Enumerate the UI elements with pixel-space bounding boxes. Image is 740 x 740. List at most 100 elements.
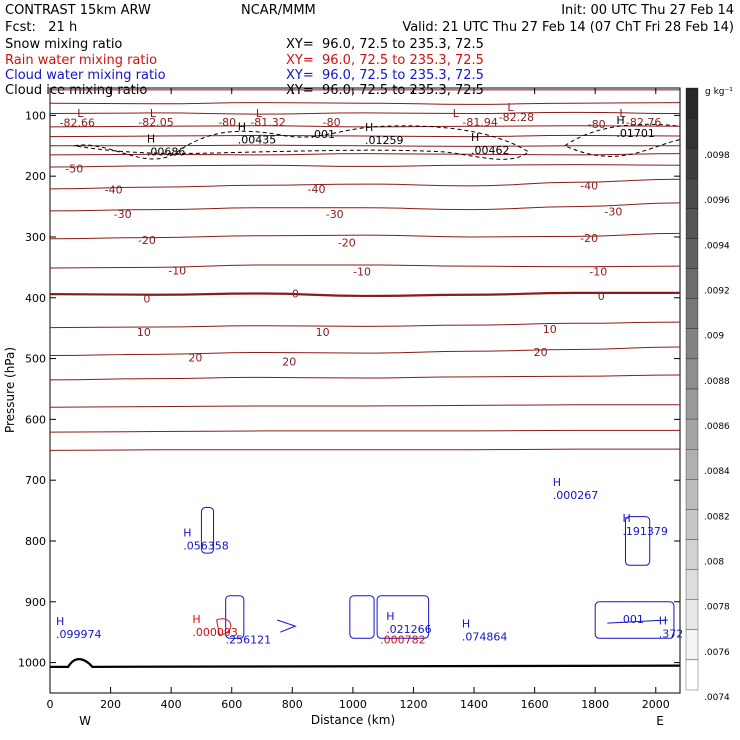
low-marker-3: L (453, 107, 460, 120)
contour-label-24: 0 (598, 290, 605, 303)
colorbar-label-11: .0076 (704, 648, 730, 658)
y-tick-label-900: 900 (25, 596, 46, 609)
cloud-water-max-H-8: H (659, 615, 667, 628)
colorbar-swatch-7 (685, 298, 699, 329)
colorbar-label-7: .0084 (704, 467, 730, 477)
colorbar-label-8: .0082 (704, 512, 730, 522)
y-tick-label-600: 600 (25, 413, 46, 426)
contour-label-4: -82.28 (499, 111, 534, 124)
colorbar-swatch-1 (685, 117, 699, 149)
axes: 0 200 400 600 800 1000 1200 1400 1600 1800 2000100… (18, 88, 680, 711)
snow-outline-east (563, 123, 681, 157)
temperature-contour-12 (49, 291, 680, 298)
colorbar-label-10: .0078 (704, 603, 730, 613)
colorbar-swatch-3 (685, 178, 699, 209)
colorbar-swatch-6 (685, 268, 699, 299)
x-tick-label-0: 0 (47, 698, 54, 711)
temperature-contour-17 (49, 429, 680, 433)
temperature-contour-16 (49, 404, 680, 408)
legend-cloudwater-xy: XY= 96.0, 72.5 to 235.3, 72.5 (286, 68, 484, 83)
low-marker-1: L (150, 107, 157, 120)
cloud-water-max-value-6: .191379 (622, 525, 668, 538)
cloud-water-max-value-0: .056358 (183, 539, 229, 552)
rain-water-max-value-0: .000093 (192, 626, 238, 639)
snow-max-H-3: H (365, 121, 373, 134)
legend-cloudwater-name: Cloud water mixing ratio (5, 68, 166, 83)
center-label: NCAR/MMM (241, 3, 316, 18)
colorbar-swatch-17 (685, 599, 699, 630)
contour-label-14: -30 (326, 208, 344, 221)
snow-max-value-5: .01701 (616, 127, 655, 140)
colorbar-label-3: .0092 (704, 287, 730, 297)
contour-label-21: -10 (589, 266, 607, 279)
cloud-water-max-value-1: .099974 (56, 628, 102, 641)
temperature-contour-7 (49, 164, 681, 168)
contour-label-20: -10 (353, 266, 371, 279)
y-tick-label-500: 500 (25, 353, 46, 366)
y-axis-label: Pressure (hPa) (3, 347, 17, 433)
cloud-water-max-H-5: H (553, 476, 561, 489)
temperature-contour-15 (49, 374, 681, 381)
cloud-water-box-6 (594, 601, 675, 639)
y-tick-label-700: 700 (25, 474, 46, 487)
snow-max-H-1: H (238, 120, 246, 133)
cloud-water-box-2 (225, 595, 245, 639)
cloud-water-max-value-7: .001 (619, 613, 644, 626)
snow-max-value-3: .01259 (365, 134, 404, 147)
contour-label-16: -20 (138, 234, 156, 247)
cloud-water-streak (607, 619, 668, 624)
colorbar-swatch-13 (685, 479, 699, 510)
x-tick-label-800: 800 (282, 698, 303, 711)
colorbar-label-4: .009 (704, 332, 724, 342)
temperature-contour-11 (49, 264, 681, 269)
colorbar-swatch-16 (685, 569, 699, 600)
legend-rain-name: Rain water mixing ratio (5, 53, 157, 68)
plot-frame (49, 87, 681, 694)
x-tick-label-400: 400 (161, 698, 182, 711)
low-marker-5: L (619, 107, 626, 120)
contour-label-30: 20 (534, 346, 548, 359)
moisture-features (50, 123, 681, 668)
cloud-water-max-value-2: .256121 (226, 634, 272, 647)
contour-label-25: 10 (137, 326, 151, 339)
terrain-line (50, 658, 681, 668)
snow-outline-main (74, 125, 530, 160)
x-tick-label-1400: 1400 (460, 698, 488, 711)
snow-max-value-0: .00686 (147, 145, 186, 158)
temperature-contour-3 (49, 125, 681, 128)
y-tick-label-1000: 1000 (18, 657, 46, 670)
low-marker-2: L (256, 107, 263, 120)
contour-label-27: 10 (543, 323, 557, 336)
contour-label-9: -50 (65, 162, 83, 175)
contour-label-8: -80 (588, 118, 606, 131)
cloud-water-max-value-4: .074864 (462, 631, 508, 644)
x-tick-label-1200: 1200 (399, 698, 427, 711)
forecast-hour: Fcst: 21 h (5, 20, 77, 35)
legend-rain-xy: XY= 96.0, 72.5 to 235.3, 72.5 (286, 53, 484, 68)
rain-outline-1 (216, 618, 232, 636)
colorbar: g kg⁻¹ .0098 .0096 .0094 .0092 .009 .0088 .008… (685, 87, 733, 703)
contour-label-10: -40 (105, 184, 123, 197)
temperature-contour-5 (50, 144, 680, 147)
temperature-contour-10 (49, 232, 681, 240)
cloud-water-max-H-1: H (56, 615, 64, 628)
y-tick-label-800: 800 (25, 535, 46, 548)
contour-label-11: -40 (308, 183, 326, 196)
temperature-contour-1 (49, 102, 681, 105)
cloud-water-box-5 (624, 516, 651, 566)
colorbar-swatch-19 (685, 659, 699, 691)
legend-snow-name: Snow mixing ratio (5, 37, 122, 52)
colorbar-swatch-5 (685, 238, 699, 269)
temperature-contour-4 (49, 134, 681, 138)
contour-label-17: -20 (338, 236, 356, 249)
colorbar-swatch-2 (685, 148, 699, 179)
east-label: E (656, 714, 664, 728)
colorbar-swatch-14 (685, 509, 699, 540)
cloud-water-max-H-6: H (622, 512, 630, 525)
temperature-contour-9 (49, 202, 681, 212)
y-tick-label-400: 400 (25, 292, 46, 305)
temperature-contour-2 (49, 111, 681, 115)
colorbar-swatch-8 (685, 328, 699, 360)
temperature-contour-8 (49, 178, 681, 190)
colorbar-swatch-9 (685, 358, 699, 390)
